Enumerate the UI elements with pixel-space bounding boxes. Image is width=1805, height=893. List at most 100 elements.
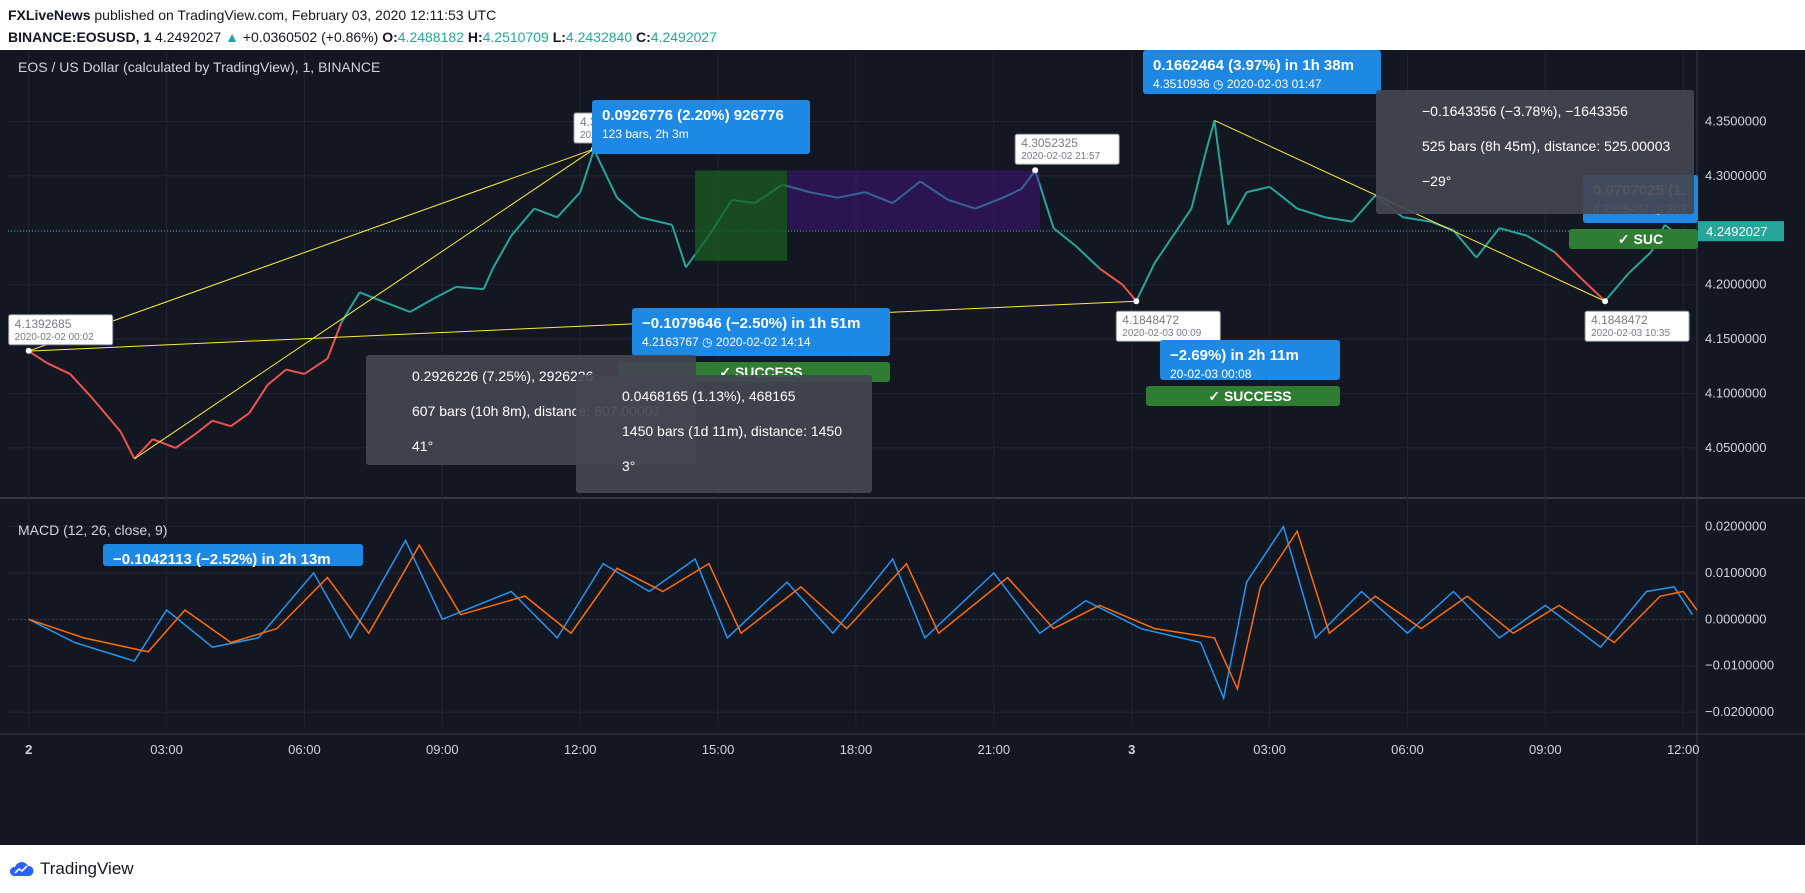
price-segment xyxy=(303,357,328,375)
measure-label-box xyxy=(1160,340,1340,380)
price-segment xyxy=(1475,227,1501,259)
last-price-badge xyxy=(1698,221,1784,242)
price-segment xyxy=(892,180,921,204)
success-badge-text: ✓ SUCCESS xyxy=(1208,388,1291,404)
price-segment xyxy=(1604,273,1629,302)
stats-row: 0.0468165 (1.13%), 468165 xyxy=(622,388,796,404)
price-segment xyxy=(1153,235,1174,264)
tradingview-cloud-icon xyxy=(9,862,34,876)
stats-row: 1450 bars (1d 11m), distance: 1450 xyxy=(622,423,842,439)
price-segment xyxy=(119,431,136,460)
price-segment xyxy=(230,412,250,427)
price-segment xyxy=(212,419,232,428)
main-pane-title: EOS / US Dollar (calculated by TradingVi… xyxy=(18,59,380,75)
time-tick-label: 21:00 xyxy=(978,742,1011,757)
price-segment xyxy=(1075,245,1101,270)
price-segment xyxy=(1052,227,1078,248)
low-label: L: xyxy=(552,29,566,45)
price-segment xyxy=(92,398,122,433)
measure-label-sub: 20-02-03 00:08 xyxy=(1170,367,1252,381)
price-tick-label: 4.1000000 xyxy=(1705,386,1766,401)
price-label-box xyxy=(8,314,114,346)
price-segment xyxy=(432,286,457,300)
price-segment xyxy=(1296,207,1326,219)
time-tick-label: 03:00 xyxy=(1253,742,1286,757)
price-segment xyxy=(593,149,618,199)
time-tick-label: 06:00 xyxy=(288,742,321,757)
price-segment xyxy=(1227,191,1248,226)
price-segment xyxy=(1172,208,1193,237)
last-price: 4.2492027 xyxy=(155,29,222,45)
price-segment xyxy=(1034,170,1055,229)
stats-row: −29° xyxy=(1422,173,1451,189)
low-value: 4.2432840 xyxy=(565,29,633,45)
price-segment xyxy=(1499,227,1528,237)
measure-label-title: −2.69%) in 2h 11m xyxy=(1170,347,1299,364)
price-segment xyxy=(482,267,494,290)
stats-box xyxy=(576,375,872,493)
macd-tick-label: −0.0100000 xyxy=(1705,658,1774,673)
price-segment xyxy=(326,322,343,360)
stats-row: 41° xyxy=(412,438,433,454)
price-segment xyxy=(1246,185,1270,194)
price-segment xyxy=(1002,188,1022,199)
price-segment xyxy=(193,419,214,436)
price-label-time: 2020-02-03 00:09 xyxy=(1122,328,1201,339)
tradingview-logo[interactable]: TradingView xyxy=(8,859,134,879)
price-segment xyxy=(409,297,434,313)
measure-label-box xyxy=(1143,50,1381,94)
price-segment xyxy=(671,224,687,268)
publish-header: FXLiveNews published on TradingView.com,… xyxy=(0,0,1805,50)
symbol-line: BINANCE:EOSUSD, 1 4.2492027 ▲ +0.0360502… xyxy=(8,29,717,45)
price-segment xyxy=(491,235,513,269)
stats-box xyxy=(1376,90,1694,214)
price-segment xyxy=(809,191,838,199)
success-badge-text: ✓ SUC xyxy=(1618,231,1663,247)
price-label-time: 2020-02-02 00:02 xyxy=(15,332,94,343)
price-tick-label: 4.3000000 xyxy=(1705,168,1766,183)
macd-pane-title: MACD (12, 26, close, 9) xyxy=(18,522,167,538)
macd-tick-label: 0.0000000 xyxy=(1705,611,1766,626)
macd-signal-line xyxy=(28,529,1698,692)
price-segment xyxy=(28,350,48,364)
price-label-box xyxy=(1584,310,1690,342)
price-change: +0.0360502 (+0.86%) xyxy=(242,29,379,45)
price-segment xyxy=(1553,251,1583,280)
price-segment xyxy=(248,384,269,414)
tradingview-brand: TradingView xyxy=(40,859,134,878)
success-badge xyxy=(1569,229,1698,249)
time-tick-label: 03:00 xyxy=(150,742,183,757)
author-name[interactable]: FXLiveNews xyxy=(8,7,91,23)
price-segment xyxy=(1135,262,1156,302)
last-price-badge-text: 4.2492027 xyxy=(1706,224,1767,239)
measure-label-title: −0.1079646 (−2.50%) in 1h 51m xyxy=(642,315,860,332)
time-tick-label: 09:00 xyxy=(426,742,459,757)
price-segment xyxy=(386,302,411,313)
price-segment xyxy=(864,191,894,205)
price-segment xyxy=(1190,153,1207,209)
measure-label-sub: 4.3510936 ◷ 2020-02-03 01:47 xyxy=(1153,77,1322,91)
price-tick-label: 4.2000000 xyxy=(1705,277,1766,292)
price-label-value: 4.1392685 xyxy=(15,317,72,331)
close-label: C: xyxy=(636,29,651,45)
high-label: H: xyxy=(467,29,483,45)
price-label-box xyxy=(1014,133,1120,165)
time-tick-label: 09:00 xyxy=(1529,742,1562,757)
high-value: 4.2510709 xyxy=(482,29,549,45)
price-label-value: 4.3052325 xyxy=(1021,136,1078,150)
close-value: 4.2492027 xyxy=(650,29,717,45)
time-tick-label: 12:00 xyxy=(564,742,597,757)
price-tick-label: 4.3500000 xyxy=(1705,114,1766,129)
trend-line xyxy=(28,148,595,352)
price-segment xyxy=(919,180,949,201)
price-segment xyxy=(152,438,177,449)
publish-info: published on TradingView.com, February 0… xyxy=(94,7,497,23)
chart-svg[interactable]: 4.35000004.30000004.25000004.20000004.15… xyxy=(0,50,1805,845)
measure-label-title: 0.1662464 (3.97%) in 1h 38m xyxy=(1153,57,1354,74)
price-segment xyxy=(1452,229,1478,259)
chart-area[interactable]: 4.35000004.30000004.25000004.20000004.15… xyxy=(0,50,1805,845)
price-segment xyxy=(133,438,154,460)
macd-line xyxy=(28,524,1694,701)
price-segment xyxy=(267,368,287,386)
macd-tick-label: 0.0200000 xyxy=(1705,519,1766,534)
